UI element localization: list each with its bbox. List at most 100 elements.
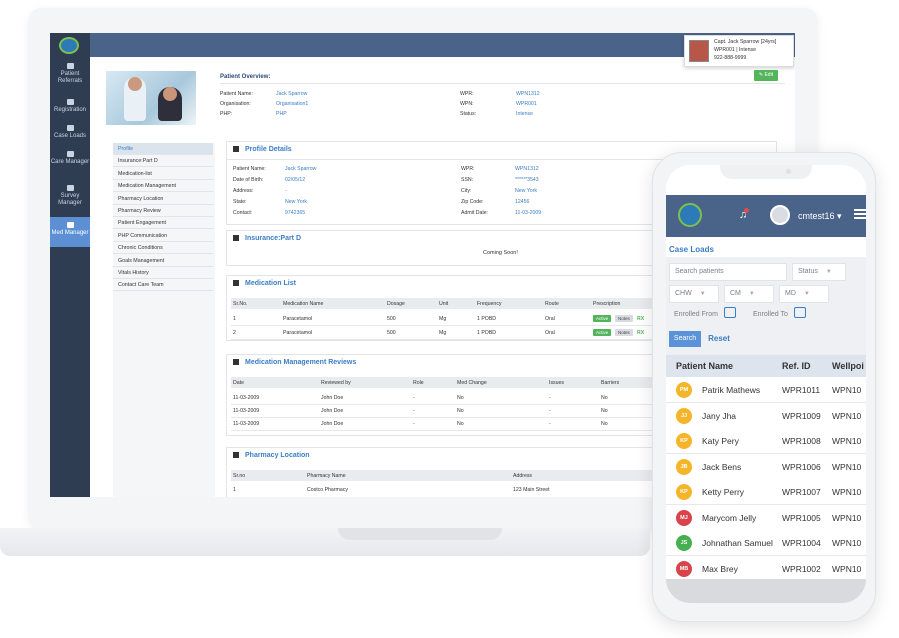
column-header: Sr.No. [233,301,248,307]
app-logo[interactable] [59,37,79,54]
column-header[interactable]: Patient Name [676,361,734,371]
section-nav-item[interactable]: Vitals History [113,267,213,279]
sidebar-item-case-loads[interactable]: Case Loads [50,125,90,140]
avatar[interactable] [770,205,790,225]
user-name: Capt. Jack Sparrow [24yrs] [714,39,777,45]
patient-row[interactable]: MB Max Brey WPR1002 WPN10 [666,555,866,582]
field-value: 12456 [515,199,530,205]
insurance-title[interactable]: Insurance:Part D [233,235,301,242]
row-divider [231,430,771,431]
notes-button[interactable]: Notes [615,315,633,322]
reviews-title[interactable]: Medication Management Reviews [233,359,356,366]
column-header[interactable]: Wellpoi [832,361,864,371]
patient-wellpoint-id: WPN10 [832,410,862,421]
chw-select[interactable]: CHW ▼ [669,285,719,303]
field-value: New York [515,188,537,194]
sidebar-item-registration[interactable]: Registration [50,99,90,114]
enrolled-to-field[interactable]: Enrolled To [748,307,824,325]
initials-avatar: JS [676,535,692,551]
section-nav-item[interactable]: Goals Management [113,255,213,267]
table-cell: - [413,408,415,414]
reset-button[interactable]: Reset [708,334,730,343]
status-select[interactable]: Status ▼ [792,263,846,281]
chevron-down-icon: ▼ [699,291,706,297]
profile-title[interactable]: Profile Details [233,146,292,153]
section-nav-item[interactable]: Contact Care Team [113,279,213,292]
section-nav-item[interactable]: Patient Engagement [113,217,213,230]
field-value: 11-03-2009 [515,210,542,216]
section-nav-item[interactable]: Pharmacy Review [113,205,213,217]
field-value: ******3543 [515,177,539,183]
file-icon [66,125,74,131]
active-badge: Active [593,315,612,322]
section-nav-item[interactable]: Insurance:Part D [113,155,213,168]
patient-wellpoint-id: WPN10 [832,436,862,446]
people-icon [66,63,74,69]
cm-select[interactable]: CM ▼ [724,285,774,303]
section-nav-item[interactable]: Profile [113,143,213,155]
bell-icon[interactable]: ♫ [739,208,749,221]
table-cell: Oral [545,330,555,336]
column-header[interactable]: Ref. ID [782,361,811,371]
sidebar-item-med-manager[interactable]: Med Manager [50,217,90,247]
patient-row[interactable]: KP Katy Pery WPR1008 WPN10 [666,428,866,454]
section-nav-item[interactable]: Medication-list [113,168,213,180]
laptop-base [0,528,650,556]
sidebar-item-care-manager[interactable]: Care Manager [50,151,90,166]
table-cell: 1 [233,487,236,493]
table-cell: No [457,421,464,427]
coming-soon-text: Coming Soon! [483,250,518,256]
app-logo[interactable] [678,203,702,227]
search-button[interactable]: Search [669,331,701,347]
table-cell: 500 [387,330,396,336]
enrolled-from-field[interactable]: Enrolled From [669,307,745,325]
search-input[interactable]: Search patients [669,263,787,281]
patient-row[interactable]: PM Patrik Mathews WPR1011 WPN10 [666,377,866,403]
field-label: Admit Date: [461,210,489,216]
mobile-footer [666,579,866,603]
notes-button[interactable]: Notes [615,329,633,336]
sidebar-item-patient-referrals[interactable]: Patient Referrals [50,63,90,85]
section-nav-item[interactable]: Pharmacy Location [113,193,213,205]
table-cell: 1 POBD [477,316,497,322]
rx-link[interactable]: RX [637,316,645,322]
list-icon [66,185,74,191]
md-select[interactable]: MD ▼ [779,285,829,303]
patient-wellpoint-id: WPN10 [832,538,862,548]
rx-link[interactable]: RX [637,330,645,336]
patient-row[interactable]: JJ Jany Jha WPR1009 WPN10 [666,402,866,429]
column-header: Address [513,473,533,479]
pharmacy-title[interactable]: Pharmacy Location [233,452,310,459]
sidebar-item-survey-manager[interactable]: Survey Manager [50,185,90,207]
user-phone: 922-888-9999 [714,55,747,61]
row-divider [231,339,771,340]
edit-button[interactable]: ✎ Edit [754,70,778,81]
column-header: Barriers [601,380,620,386]
medication-list-title[interactable]: Medication List [233,280,296,287]
patient-row[interactable]: JS Johnathan Samuel WPR1004 WPN10 [666,530,866,556]
field-label: PHP: [220,111,233,117]
hero-image [106,71,196,125]
field-value: WPR001 [516,101,537,107]
table-cell: 11-03-2009 [233,395,260,401]
column-header: Sr.no [233,473,246,479]
patient-row[interactable]: KP Ketty Perry WPR1007 WPN10 [666,479,866,505]
section-nav-item[interactable]: Medication Management [113,180,213,193]
section-nav-item[interactable]: Chronic Conditions [113,242,213,255]
column-header: Unit [439,301,449,307]
username[interactable]: cmtest16 ▾ [798,211,842,221]
collapse-icon [233,280,239,286]
table-cell: Oral [545,316,555,322]
patient-row[interactable]: MJ Marycom Jelly WPR1005 WPN10 [666,504,866,531]
section-nav-item[interactable]: PHP Communication [113,230,213,242]
field-label: Contact: [233,210,253,216]
chevron-down-icon: ▼ [803,291,810,297]
patient-row[interactable]: JB Jack Bens WPR1006 WPN10 [666,453,866,480]
divider [227,159,776,160]
field-value: WPN1312 [515,166,539,172]
page-title: Case Loads [669,245,714,254]
hamburger-menu-icon[interactable] [854,209,866,219]
table-cell: John Doe [321,395,344,401]
user-popover[interactable]: Capt. Jack Sparrow [24yrs] WPR001 | Inte… [684,35,794,67]
